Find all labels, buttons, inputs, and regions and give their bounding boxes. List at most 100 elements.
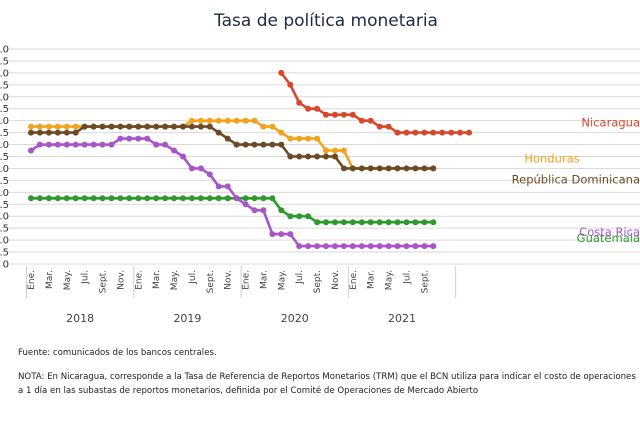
data-point xyxy=(305,153,312,160)
data-point xyxy=(260,123,267,130)
data-point xyxy=(287,81,294,88)
source-note: Fuente: comunicados de los bancos centra… xyxy=(18,348,217,358)
data-point xyxy=(28,147,34,154)
data-point xyxy=(54,141,61,148)
series-line xyxy=(30,137,434,248)
data-point xyxy=(358,117,365,124)
data-point xyxy=(63,195,70,202)
x-tick-label: Nov. xyxy=(224,270,234,290)
data-point xyxy=(332,153,338,160)
data-point xyxy=(260,195,267,202)
y-tick-label: 2.0 xyxy=(0,212,9,223)
data-point xyxy=(144,123,151,130)
data-point xyxy=(296,153,303,160)
data-point xyxy=(108,141,115,148)
data-point xyxy=(278,231,285,238)
data-point xyxy=(162,141,169,148)
x-tick-label: Mar. xyxy=(45,270,55,289)
data-point xyxy=(421,243,428,250)
y-tick-label: 6.0 xyxy=(0,116,9,127)
data-point xyxy=(188,123,195,130)
series-line xyxy=(31,197,434,224)
data-point xyxy=(349,111,356,118)
data-point xyxy=(108,123,115,130)
series-line xyxy=(280,72,470,134)
x-tick-label: Sept. xyxy=(99,270,109,293)
data-point xyxy=(340,243,347,250)
data-point xyxy=(278,129,285,136)
data-point xyxy=(269,141,276,148)
data-point xyxy=(269,231,276,238)
y-tick-label: 5.5 xyxy=(0,128,9,139)
y-tick-label: 7.5 xyxy=(0,80,9,91)
data-point xyxy=(117,135,124,142)
data-point xyxy=(296,99,303,106)
data-point xyxy=(180,195,186,202)
data-point xyxy=(296,243,303,250)
data-point xyxy=(323,243,329,250)
data-point xyxy=(126,123,133,130)
year-label: 2020 xyxy=(281,312,309,325)
data-point xyxy=(171,123,177,130)
y-tick-label: 4.0 xyxy=(0,164,9,175)
data-point xyxy=(99,195,106,202)
x-tick-label: Mar. xyxy=(259,270,269,289)
data-point xyxy=(153,123,160,130)
data-point xyxy=(296,135,303,142)
data-point xyxy=(314,219,321,226)
data-point xyxy=(63,141,70,148)
data-point xyxy=(412,243,419,250)
year-label: 2018 xyxy=(66,312,94,325)
data-point xyxy=(278,207,285,214)
data-point xyxy=(171,147,177,154)
data-point xyxy=(197,123,204,130)
data-point xyxy=(63,129,70,136)
data-point xyxy=(126,195,133,202)
data-point xyxy=(430,129,437,136)
data-point xyxy=(314,243,321,250)
data-point xyxy=(72,123,79,130)
data-point xyxy=(90,141,97,148)
data-point xyxy=(233,117,240,124)
x-tick-label: Jul. xyxy=(81,270,91,285)
data-point xyxy=(314,153,321,160)
data-point xyxy=(367,219,374,226)
data-point xyxy=(394,165,401,172)
data-point xyxy=(269,123,276,130)
data-point xyxy=(421,165,428,172)
y-tick-label: 6.5 xyxy=(0,104,9,115)
data-point xyxy=(421,219,428,226)
data-point xyxy=(385,243,392,250)
y-tick-label: 7.0 xyxy=(0,92,9,103)
data-point xyxy=(54,195,61,202)
y-axis-ticks: 00.51.01.52.02.53.03.54.04.55.05.56.06.5… xyxy=(0,45,9,271)
data-point xyxy=(206,195,213,202)
data-point xyxy=(36,141,43,148)
x-tick-label: Mar. xyxy=(152,270,162,289)
data-point xyxy=(358,165,365,172)
data-point xyxy=(314,135,321,142)
year-label: 2021 xyxy=(388,312,416,325)
data-point xyxy=(117,123,124,130)
data-point xyxy=(358,243,365,250)
data-point xyxy=(349,219,356,226)
x-tick-label: Nov. xyxy=(331,270,341,290)
data-point xyxy=(215,195,222,202)
data-point xyxy=(251,141,258,148)
data-point xyxy=(430,243,437,250)
data-point xyxy=(28,195,34,202)
data-point xyxy=(197,195,204,202)
data-point xyxy=(448,129,455,136)
x-tick-label: Sept. xyxy=(206,270,216,293)
data-point xyxy=(332,219,338,226)
data-point xyxy=(81,195,88,202)
data-point xyxy=(36,195,43,202)
data-point xyxy=(376,123,383,130)
data-point xyxy=(63,123,70,130)
data-point xyxy=(72,195,79,202)
data-point xyxy=(287,153,294,160)
data-point xyxy=(206,123,213,130)
data-point xyxy=(224,117,231,124)
x-tick-label: Ene. xyxy=(349,270,359,290)
data-point xyxy=(153,141,160,148)
